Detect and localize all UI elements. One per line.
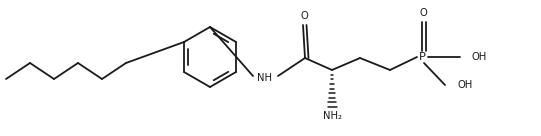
Text: NH₂: NH₂ [322,111,341,121]
Text: O: O [301,11,308,21]
Text: P: P [419,52,425,62]
Text: OH: OH [457,80,472,90]
Text: O: O [420,8,427,18]
Text: OH: OH [472,52,487,62]
Text: NH: NH [258,73,273,83]
